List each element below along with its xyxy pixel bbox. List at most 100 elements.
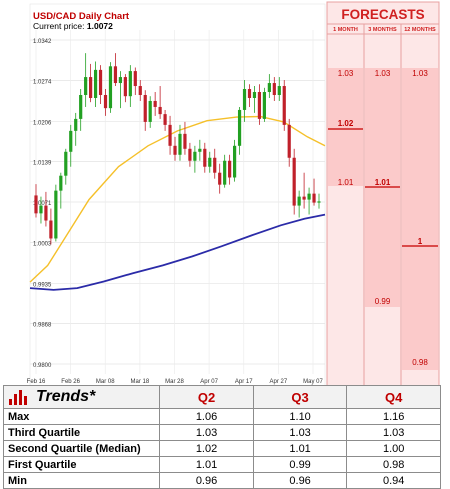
y-tick-label: 0.9868 — [33, 322, 52, 328]
forecast-3m-max: 1.03 — [375, 69, 391, 78]
y-tick-label: 1.0071 — [33, 201, 52, 207]
candle-body — [49, 220, 53, 239]
trends-cell: 1.10 — [252, 408, 348, 425]
chart-title: USD/CAD Daily Chart — [33, 11, 130, 22]
trends-cell: 1.03 — [346, 424, 441, 441]
x-tick-label: Apr 17 — [235, 379, 253, 385]
trends-row-label: Second Quartile (Median) — [2, 440, 161, 457]
candle-body — [287, 124, 291, 158]
candle-body — [153, 100, 157, 107]
candle-body — [213, 157, 217, 173]
candle-body — [128, 71, 132, 97]
candle-body — [218, 172, 222, 185]
x-tick-label: Mar 28 — [165, 379, 184, 385]
candle-body — [158, 106, 162, 115]
x-tick-label: Apr 27 — [270, 379, 288, 385]
forecast-1m-min: 1.01 — [338, 178, 354, 187]
candle-body — [84, 77, 88, 95]
trends-cell: 1.03 — [252, 424, 348, 441]
trends-row-label: Max — [2, 408, 161, 425]
quarter-q4-header: Q4 — [346, 385, 441, 409]
trends-cell: 1.01 — [252, 440, 348, 457]
y-tick-label: 1.0139 — [33, 160, 52, 166]
current-price: Current price: 1.0072 — [33, 21, 113, 31]
usdcad-chart: 1.0342 1.0274 1.0206 1.0139 1.0071 1.0003 0.99… — [27, 1, 440, 387]
trends-row: Max 1.06 1.10 1.16 — [2, 408, 441, 425]
candle-body — [228, 160, 232, 178]
trends-row-label: Third Quartile — [2, 424, 161, 441]
candle-body — [208, 157, 212, 167]
trends-row-label: First Quartile — [2, 456, 161, 473]
forecast-12m-max: 1.03 — [412, 69, 428, 78]
x-tick-label: Feb 26 — [61, 379, 80, 385]
trends-cell: 1.02 — [159, 440, 254, 457]
quarter-q2-header: Q2 — [159, 385, 254, 409]
trends-row: First Quartile 1.01 0.99 0.98 — [2, 456, 441, 473]
candle-body — [98, 69, 103, 95]
candle-body — [118, 77, 123, 84]
candle-body — [108, 66, 113, 109]
candle-body — [173, 145, 177, 155]
forecast-12m-band — [402, 68, 438, 370]
candle-body — [183, 133, 187, 149]
candle-body — [44, 205, 48, 221]
x-tick-label: Apr 07 — [200, 379, 218, 385]
candle-body — [113, 66, 118, 84]
candle-body — [59, 175, 63, 191]
current-price-label: Current price: — [33, 21, 85, 31]
candle-body — [277, 86, 281, 95]
trends-cell: 0.98 — [346, 456, 441, 473]
candle-body — [292, 157, 296, 206]
candle-body — [272, 83, 276, 95]
quarter-q3-header: Q3 — [252, 385, 348, 409]
candle-body — [79, 94, 83, 119]
y-tick-label: 1.0274 — [33, 80, 52, 86]
candle-body — [302, 196, 306, 200]
plot-frame — [29, 3, 326, 387]
candle-body — [64, 151, 68, 176]
x-axis-ticks: Feb 16 Feb 26 Mar 08 Mar 18 Mar 28 Apr 07 Apr … — [27, 379, 324, 385]
candle-body — [262, 92, 266, 119]
x-tick-label: Mar 18 — [131, 379, 150, 385]
x-tick-label: Feb 16 — [27, 379, 46, 385]
candle-body — [34, 195, 38, 214]
forecast-panel: FORECASTS 1 MONTH 3 MONTHS 12 MONTHS 1.0… — [326, 1, 440, 387]
trends-body: Max 1.06 1.10 1.16 Third Quartile 1.03 1.03 1.0… — [2, 408, 441, 489]
candle-body — [54, 190, 58, 239]
forecast-col-12months: 12 MONTHS — [404, 27, 436, 33]
forecast-3m-median: 1.01 — [375, 178, 391, 187]
forecast-1m-band — [328, 68, 363, 186]
candle-body — [123, 77, 127, 97]
candles — [34, 53, 321, 245]
candle-body — [307, 193, 311, 200]
trends-cell: 1.03 — [159, 424, 254, 441]
x-tick-label: Mar 08 — [96, 379, 115, 385]
trends-cell: 0.94 — [346, 472, 441, 489]
candle-body — [188, 148, 192, 161]
trends-row: Min 0.96 0.96 0.94 — [2, 472, 441, 489]
candle-body — [247, 89, 252, 98]
trends-cell: 1.16 — [346, 408, 441, 425]
candle-body — [39, 205, 43, 214]
candle-body — [282, 86, 286, 125]
trends-cell: 1.01 — [159, 456, 254, 473]
candle-body — [163, 114, 167, 125]
candle-body — [267, 83, 271, 93]
trends-title: Trends* — [36, 388, 96, 405]
candle-body — [317, 201, 321, 203]
candle-body — [297, 196, 301, 206]
y-tick-label: 0.9800 — [33, 363, 52, 369]
forecast-12m-median: 1 — [418, 237, 423, 246]
y-tick-label: 1.0003 — [33, 242, 52, 248]
candle-body — [242, 89, 247, 110]
candle-body — [178, 133, 182, 155]
trends-cell: 0.99 — [252, 456, 348, 473]
trends-header-row: Trends* Q2 Q3 Q4 — [2, 385, 441, 409]
candle-body — [168, 124, 172, 146]
forecast-col-1month: 1 MONTH — [333, 27, 358, 33]
y-tick-label: 1.0342 — [33, 39, 52, 45]
trends-row: Third Quartile 1.03 1.03 1.03 — [2, 424, 441, 441]
trends-row: Second Quartile (Median) 1.02 1.01 1.00 — [2, 440, 441, 457]
forecast-12m-min: 0.98 — [412, 358, 428, 367]
y-tick-label: 1.0206 — [33, 120, 52, 126]
